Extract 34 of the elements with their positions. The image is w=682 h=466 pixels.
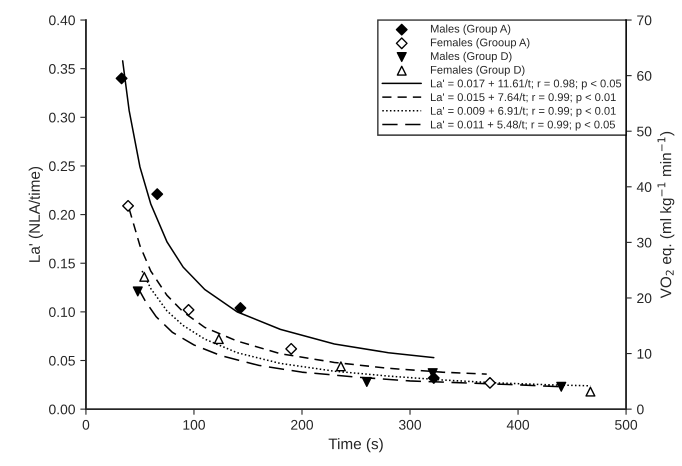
y2-tick-label: 70 [637,15,652,26]
y-tick-label: 0.30 [49,112,75,122]
y2-tick-label: 20 [637,293,652,304]
y-tick-label: 0.00 [49,404,75,414]
y2-tick-label: 60 [637,70,652,81]
legend-label: La' = 0.017 + 11.61/t; r = 0.98; p < 0.05 [430,79,622,90]
y-axis-title: La' (NLA/time) [28,166,43,262]
legend-label: La' = 0.009 + 6.91/t; r = 0.99; p < 0.01 [430,106,616,117]
y2-tick-label: 40 [636,182,652,192]
y-tick-label: 0.05 [49,356,75,366]
y2-axis-title: VO$_{2}$ eq. (ml kg$^{−1}$ min$^{−1}$) [657,132,674,298]
legend-label: La' = 0.011 + 5.48/t; r = 0.99; p < 0.05 [430,120,615,131]
x-tick-label: 0 [82,420,90,430]
x-axis-title: Time (s) [328,438,383,452]
x-tick-label: 100 [183,420,206,430]
x-tick-label: 300 [398,420,422,430]
x-tick-label: 500 [615,420,638,430]
y2-tick-label: 30 [637,238,652,248]
y2-tick-label: 50 [637,126,652,136]
legend-label: Males (Group A) [430,24,510,35]
x-tick-label: 400 [506,420,530,430]
x-tick-label: 200 [291,420,314,430]
y2-tick-label: 10 [638,348,652,359]
legend-label: La' = 0.015 + 7.64/t; r = 0.99; p < 0.01 [430,92,616,104]
y-tick-label: 0.10 [49,307,75,318]
legend-label: Females (Group D) [430,66,524,76]
y-tick-label: 0.35 [49,64,75,74]
y-tick-label: 0.20 [49,210,75,220]
legend-label: Males (Group D) [430,52,512,62]
y-tick-label: 0.25 [49,161,75,172]
y-tick-label: 0.15 [49,258,75,268]
y-tick-label: 0.40 [49,15,75,26]
y2-tick-label: 0 [637,404,644,414]
legend-label: Females (Grooup A) [430,38,530,49]
